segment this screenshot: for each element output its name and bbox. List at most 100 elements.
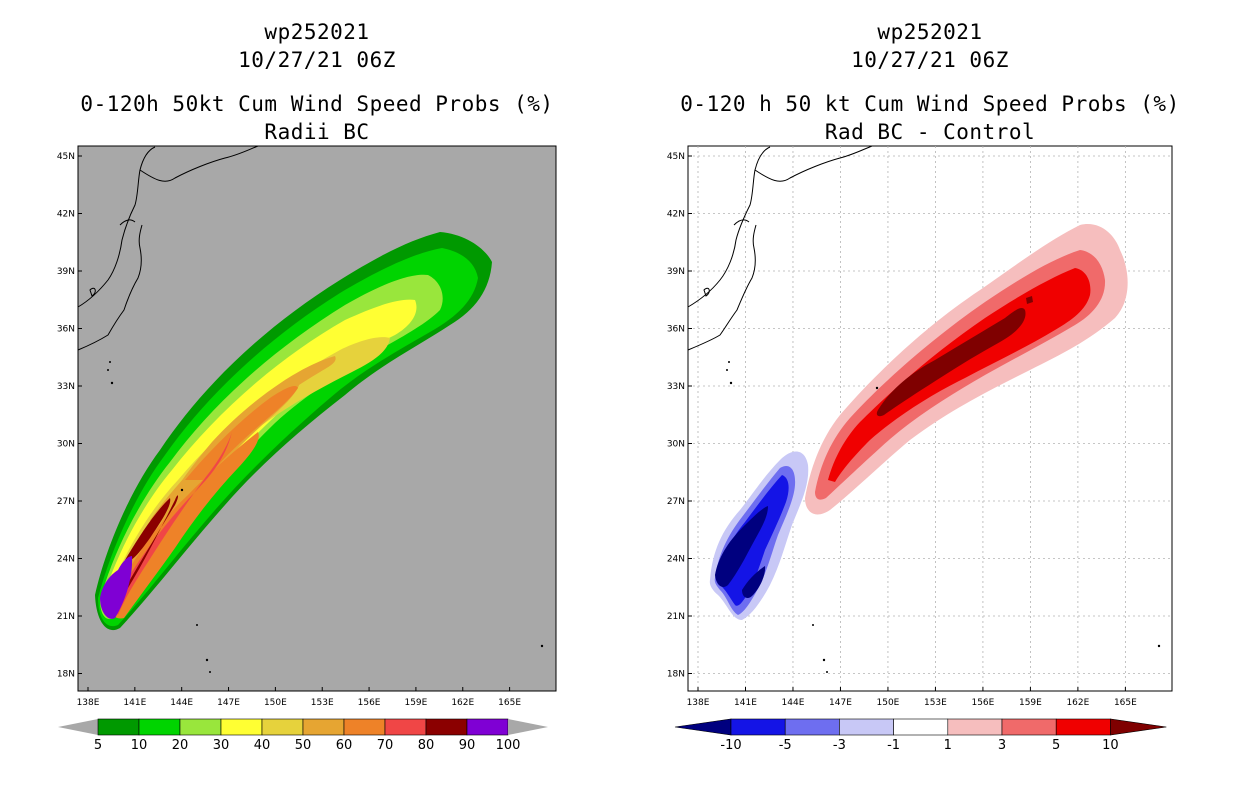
colorbar-over-cap	[1110, 718, 1167, 736]
colorbar-bin	[425, 718, 468, 736]
lat-tick-label: 21N	[667, 612, 685, 622]
colorbar-bin	[1055, 718, 1111, 736]
colorbar-bin	[784, 718, 840, 736]
colorbar-under-cap	[58, 719, 98, 735]
colorbar-bin	[893, 718, 949, 736]
colorbar-bin	[261, 718, 304, 736]
lat-tick-label: 18N	[667, 670, 685, 680]
right-islands	[726, 361, 1161, 673]
lon-tick-label: 159E	[404, 698, 427, 708]
lat-tick-label: 33N	[57, 382, 75, 392]
colorbar-bin	[220, 718, 263, 736]
colorbar-bin	[97, 718, 140, 736]
colorbar-bin	[466, 718, 509, 736]
right-lon-axis: 138E 141E 144E 147E 150E 153E 156E 159E 162E 165E	[687, 687, 1137, 708]
left-probability-swath	[95, 232, 492, 631]
colorbar-label: 90	[459, 738, 476, 753]
right-lat-axis: 45N 42N 39N 36N 33N 30N 27N 24N 21N 18N	[667, 152, 692, 680]
colorbar-label: 80	[418, 738, 435, 753]
lon-tick-label: 162E	[1066, 698, 1089, 708]
left-subtitle-line2: Radii BC	[264, 120, 370, 144]
right-title-line2: 10/27/21 06Z	[851, 48, 1009, 72]
lat-tick-label: 18N	[57, 670, 75, 680]
colorbar-bin	[179, 718, 222, 736]
lat-tick-label: 27N	[667, 497, 685, 507]
lon-tick-label: 144E	[170, 698, 193, 708]
right-positive-anomaly	[805, 224, 1128, 515]
left-subtitle-line1: 0-120h 50kt Cum Wind Speed Probs (%)	[80, 92, 554, 116]
colorbar-label: 60	[336, 738, 353, 753]
left-title-line1: wp252021	[264, 20, 370, 44]
lat-tick-label: 24N	[667, 555, 685, 565]
colorbar-label: -1	[887, 738, 900, 753]
colorbar-under-cap	[674, 718, 732, 736]
right-negative-anomaly	[709, 451, 809, 620]
left-lat-axis: 45N 42N 39N 36N 33N 30N 27N 24N 21N 18N	[57, 152, 82, 680]
colorbar-label: 50	[295, 738, 312, 753]
left-lon-axis: 138E 141E 144E 147E 150E 153E 156E 159E 162E 165E	[77, 687, 521, 708]
colorbar-label: 3	[998, 738, 1006, 753]
colorbar-bin	[138, 718, 181, 736]
colorbar-label: 5	[1052, 738, 1060, 753]
lon-tick-label: 156E	[358, 698, 381, 708]
right-colorbar: -10 -5 -3 -1 1 3 5 10	[674, 718, 1167, 753]
colorbar-bin	[1001, 718, 1057, 736]
lat-tick-label: 45N	[57, 152, 75, 162]
lon-tick-label: 162E	[451, 698, 474, 708]
right-subtitle: 0-120 h 50 kt Cum Wind Speed Probs (%) R…	[640, 90, 1220, 146]
left-colorbar: 5 10 20 30 40 50 60 70 80 90 100	[58, 718, 548, 753]
colorbar-bin	[839, 718, 894, 736]
lon-tick-label: 159E	[1019, 698, 1042, 708]
left-map-background	[77, 145, 557, 692]
lat-tick-label: 33N	[667, 382, 685, 392]
lon-tick-label: 153E	[311, 698, 334, 708]
lat-tick-label: 30N	[57, 440, 75, 450]
right-subtitle-line1: 0-120 h 50 kt Cum Wind Speed Probs (%)	[680, 92, 1180, 116]
colorbar-label: 20	[172, 738, 189, 753]
left-title-line2: 10/27/21 06Z	[238, 48, 396, 72]
lon-tick-label: 153E	[924, 698, 947, 708]
colorbar-bin	[947, 718, 1003, 736]
left-islands	[107, 361, 544, 673]
colorbar-label: 1	[944, 738, 952, 753]
lon-tick-label: 147E	[829, 698, 852, 708]
colorbar-label: 10	[1102, 738, 1119, 753]
lon-tick-label: 147E	[217, 698, 240, 708]
right-title-line1: wp252021	[877, 20, 983, 44]
lat-tick-label: 42N	[667, 210, 685, 220]
lat-tick-label: 36N	[57, 325, 75, 335]
left-map: 45N 42N 39N 36N 33N 30N 27N 24N 21N 18N 138E 141E 1…	[57, 145, 557, 753]
right-coastline	[687, 145, 873, 351]
colorbar-label: 40	[254, 738, 271, 753]
colorbar-label: 5	[94, 738, 102, 753]
lat-tick-label: 30N	[667, 440, 685, 450]
lat-tick-label: 39N	[667, 267, 685, 277]
left-subtitle: 0-120h 50kt Cum Wind Speed Probs (%) Rad…	[38, 90, 596, 146]
lon-tick-label: 156E	[971, 698, 994, 708]
colorbar-label: 30	[213, 738, 230, 753]
lon-tick-label: 144E	[782, 698, 805, 708]
colorbar-label: 10	[131, 738, 148, 753]
lat-tick-label: 39N	[57, 267, 75, 277]
colorbar-over-cap	[508, 719, 548, 735]
lat-tick-label: 24N	[57, 555, 75, 565]
colorbar-label: 100	[496, 738, 521, 753]
lon-tick-label: 141E	[123, 698, 146, 708]
lon-tick-label: 138E	[687, 698, 710, 708]
lon-tick-label: 165E	[498, 698, 521, 708]
lon-tick-label: 150E	[877, 698, 900, 708]
right-title: wp252021 10/27/21 06Z	[688, 18, 1172, 74]
right-subtitle-line2: Rad BC - Control	[824, 120, 1036, 144]
lon-tick-label: 141E	[734, 698, 757, 708]
colorbar-label: -3	[833, 738, 846, 753]
colorbar-label: -10	[720, 738, 741, 753]
lat-tick-label: 36N	[667, 325, 685, 335]
lat-tick-label: 21N	[57, 612, 75, 622]
lat-tick-label: 27N	[57, 497, 75, 507]
colorbar-label: -5	[779, 738, 792, 753]
lon-tick-label: 138E	[77, 698, 100, 708]
lat-tick-label: 42N	[57, 210, 75, 220]
colorbar-label: 70	[377, 738, 394, 753]
colorbar-bin	[302, 718, 345, 736]
